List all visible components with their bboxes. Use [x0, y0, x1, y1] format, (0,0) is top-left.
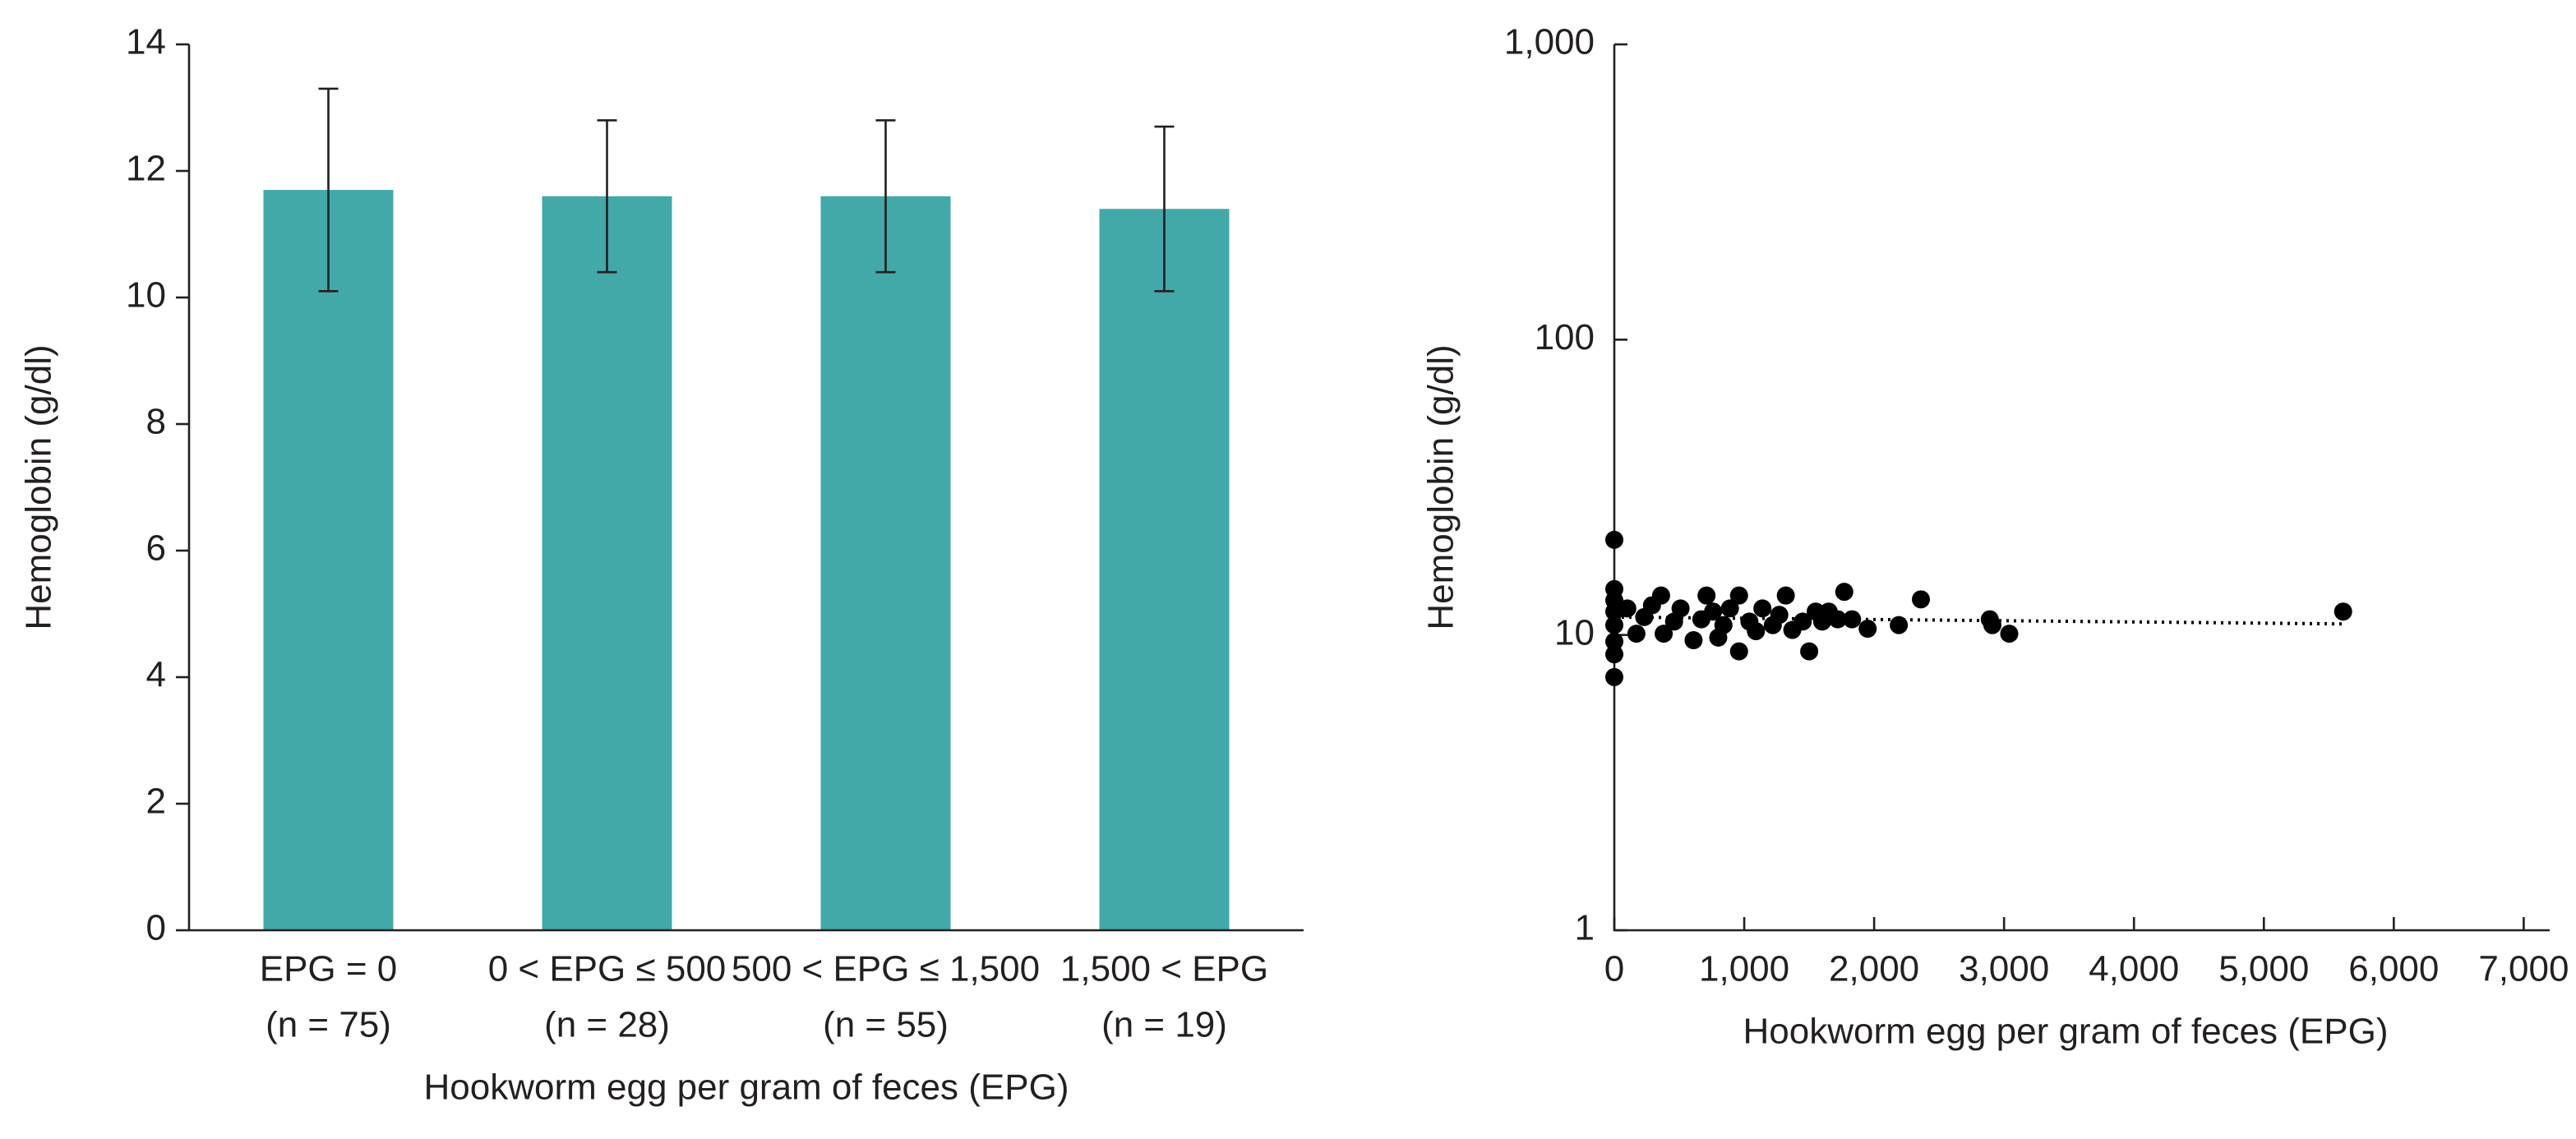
- point: [1835, 583, 1854, 602]
- error-bar: [318, 87, 339, 293]
- point: [1794, 612, 1812, 631]
- point: [1912, 590, 1931, 609]
- x-tick-label: EPG = 0: [260, 949, 398, 989]
- y-tick-label: 2: [146, 782, 166, 822]
- axes: [187, 44, 1304, 932]
- x-tick-label: 6,000: [2348, 949, 2439, 989]
- point: [1605, 667, 1623, 686]
- y-tick-label: 1: [1575, 908, 1595, 948]
- point: [1729, 642, 1748, 661]
- y-tick-label: 0: [146, 908, 166, 948]
- point: [1776, 586, 1795, 605]
- trend-line: [1613, 615, 2343, 626]
- point: [2000, 625, 2019, 643]
- point: [1704, 602, 1723, 621]
- bar: [1099, 209, 1230, 930]
- point: [1655, 625, 1673, 643]
- y-tick-label: 6: [146, 528, 166, 569]
- x-tick-label: 3,000: [1959, 949, 2049, 989]
- point: [1714, 616, 1733, 634]
- x-tick-label: 500 < EPG ≤ 1,500: [732, 949, 1040, 989]
- x-axis-label: Hookworm egg per gram of feces (EPG): [424, 1068, 1069, 1108]
- point: [1605, 632, 1623, 651]
- point: [1747, 622, 1766, 641]
- point: [1858, 620, 1877, 639]
- x-tick-label: 0: [1604, 949, 1624, 989]
- point: [1697, 586, 1716, 605]
- bar: [263, 190, 394, 931]
- x-tick-label: 1,000: [1699, 949, 1789, 989]
- point: [1671, 599, 1690, 618]
- bar: [820, 196, 951, 931]
- axes: [1613, 44, 2550, 932]
- point: [2334, 602, 2352, 621]
- x-tick-label: (n = 75): [265, 1005, 391, 1045]
- y-axis-label: Hemoglobin (g/dl): [1421, 344, 1461, 629]
- point: [1618, 599, 1637, 618]
- point: [1890, 616, 1909, 634]
- y-tick-label: 10: [1554, 612, 1595, 653]
- y-tick-label: 12: [126, 149, 166, 189]
- point: [1720, 599, 1739, 618]
- x-tick-label: 5,000: [2218, 949, 2309, 989]
- point: [1983, 616, 2001, 634]
- point: [1729, 586, 1748, 605]
- point: [1828, 610, 1847, 629]
- x-axis-label: Hookworm egg per gram of feces (EPG): [1743, 1012, 2389, 1052]
- x-tick-label: 0 < EPG ≤ 500: [488, 949, 727, 989]
- x-tick-label: 7,000: [2478, 949, 2569, 989]
- point: [1627, 625, 1646, 643]
- x-tick-label: 1,500 < EPG: [1060, 949, 1268, 989]
- y-tick-label: 10: [126, 275, 166, 316]
- point: [1605, 616, 1623, 634]
- x-tick-label: (n = 28): [544, 1005, 670, 1045]
- point: [1605, 645, 1623, 664]
- point: [1843, 610, 1862, 629]
- x-tick-label: 2,000: [1829, 949, 1919, 989]
- y-tick-label: 1,000: [1504, 22, 1595, 62]
- point: [1800, 642, 1819, 661]
- y-tick-label: 100: [1535, 317, 1595, 357]
- y-tick-label: 4: [146, 655, 166, 695]
- point: [1605, 530, 1623, 549]
- x-tick-label: 4,000: [2089, 949, 2179, 989]
- y-axis-label: Hemoglobin (g/dl): [19, 344, 59, 629]
- x-tick-label: (n = 55): [823, 1005, 949, 1045]
- y-tick-label: 8: [146, 402, 166, 442]
- y-tick-label: 14: [126, 22, 166, 62]
- point: [1770, 606, 1789, 625]
- bar: [542, 196, 672, 931]
- error-bar: [597, 119, 617, 274]
- point: [1651, 586, 1670, 605]
- error-bar: [875, 119, 896, 274]
- point: [1753, 599, 1772, 618]
- error-bar: [1154, 125, 1175, 293]
- x-tick-label: (n = 19): [1101, 1005, 1227, 1045]
- point: [1684, 631, 1703, 650]
